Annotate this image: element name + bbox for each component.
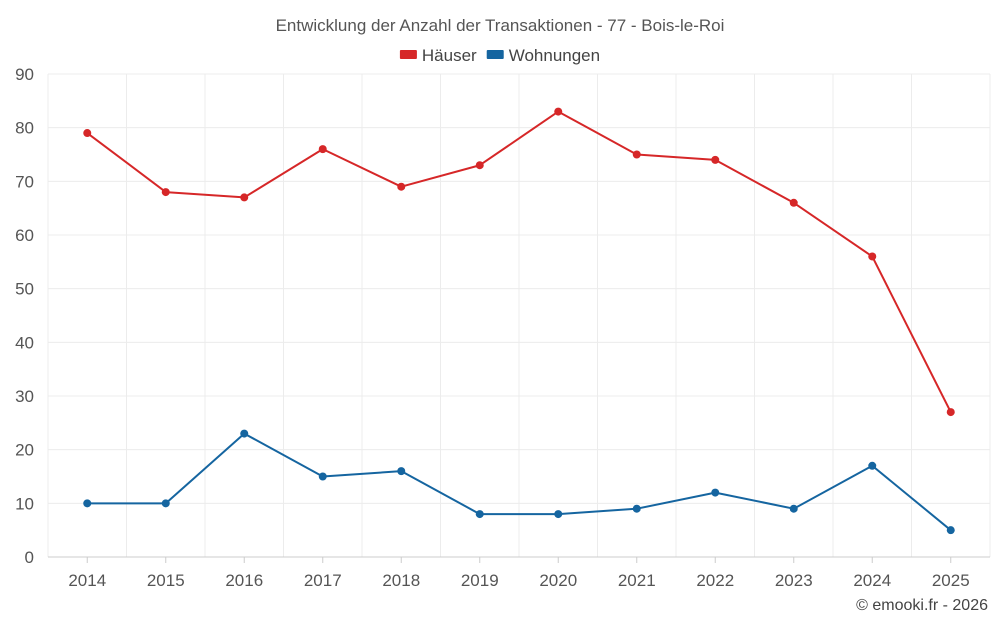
data-point-haeuser	[161, 188, 170, 197]
data-point-haeuser	[397, 182, 406, 191]
y-tick-label: 80	[15, 119, 34, 138]
legend: Häuser Wohnungen	[399, 46, 600, 65]
data-point-haeuser	[946, 408, 955, 417]
x-tick-label: 2022	[696, 571, 734, 590]
data-point-wohnungen	[946, 526, 955, 535]
legend-swatch-haeuser	[399, 50, 417, 59]
y-tick-label: 40	[15, 333, 34, 352]
data-point-wohnungen	[632, 504, 641, 513]
axis-layer: 0 10 20 30 40 50 60 70 80 90 2014 2015 2016 2017 2018 2…	[15, 65, 990, 590]
data-point-haeuser	[789, 198, 798, 207]
x-tick-label: 2024	[853, 571, 891, 590]
x-tick-label: 2017	[304, 571, 342, 590]
data-point-haeuser	[475, 161, 484, 170]
data-point-haeuser	[240, 193, 249, 202]
legend-item-haeuser: Häuser	[399, 46, 477, 65]
data-point-wohnungen	[397, 467, 406, 476]
y-tick-label: 20	[15, 441, 34, 460]
data-point-wohnungen	[711, 488, 720, 497]
x-tick-label: 2025	[932, 571, 970, 590]
y-tick-label: 10	[15, 494, 34, 513]
x-tick-label: 2014	[68, 571, 106, 590]
data-point-wohnungen	[240, 429, 249, 438]
y-tick-label: 50	[15, 280, 34, 299]
y-tick-label: 90	[15, 65, 34, 84]
y-tick-label: 60	[15, 226, 34, 245]
data-point-wohnungen	[318, 472, 327, 481]
credit-text: © emooki.fr - 2026	[856, 597, 988, 614]
x-tick-label: 2016	[225, 571, 263, 590]
x-tick-label: 2018	[382, 571, 420, 590]
y-tick-label: 70	[15, 172, 34, 191]
grid-layer	[47, 73, 991, 557]
x-tick-label: 2023	[775, 571, 813, 590]
chart-title: Entwicklung der Anzahl der Transaktionen…	[276, 16, 725, 35]
data-point-wohnungen	[83, 499, 92, 508]
data-point-wohnungen	[554, 510, 563, 519]
x-tick-label: 2019	[461, 571, 499, 590]
y-tick-label: 0	[25, 548, 34, 567]
data-point-haeuser	[83, 129, 92, 138]
x-tick-label: 2020	[539, 571, 577, 590]
data-point-wohnungen	[475, 510, 484, 519]
data-point-haeuser	[711, 155, 720, 164]
series-line-wohnungen	[87, 432, 952, 531]
legend-item-wohnungen: Wohnungen	[486, 46, 600, 65]
data-point-haeuser	[554, 107, 563, 116]
data-point-wohnungen	[789, 504, 798, 513]
series-line-haeuser	[86, 110, 952, 413]
data-point-haeuser	[632, 150, 641, 159]
series-layer	[83, 107, 955, 535]
x-tick-label: 2021	[618, 571, 656, 590]
legend-label-haeuser: Häuser	[422, 46, 477, 65]
data-point-wohnungen	[161, 499, 170, 508]
legend-label-wohnungen: Wohnungen	[509, 46, 600, 65]
data-point-haeuser	[318, 145, 327, 154]
legend-swatch-wohnungen	[486, 50, 504, 59]
data-point-wohnungen	[868, 461, 877, 470]
y-tick-label: 30	[15, 387, 34, 406]
x-tick-label: 2015	[147, 571, 185, 590]
data-point-haeuser	[868, 252, 877, 261]
